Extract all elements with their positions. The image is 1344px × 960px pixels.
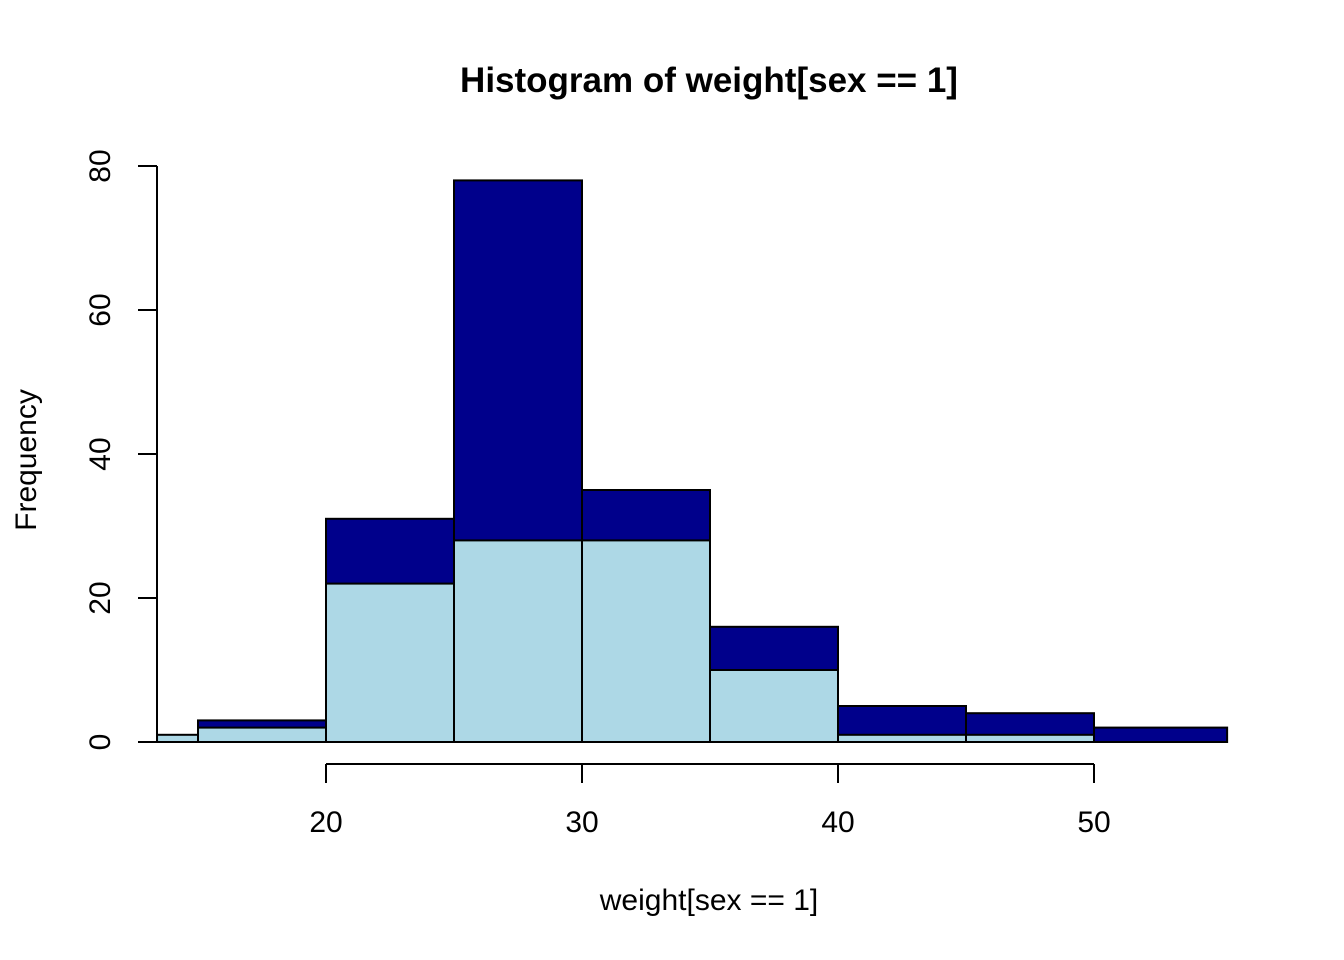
x-tick-label: 40 (821, 806, 854, 839)
x-axis: 20 30 40 50 (309, 763, 1111, 839)
bar-series2-bin4 (453, 539, 583, 744)
y-axis-label: Frequency (10, 389, 43, 531)
x-tick-label: 50 (1077, 806, 1110, 839)
x-axis-label: weight[sex == 1] (599, 884, 818, 917)
bar-series2-bin1 (156, 733, 199, 743)
bar-series2-bin8 (965, 733, 1095, 743)
bar-series2-bin7 (837, 733, 967, 743)
bar-series2-bin6 (709, 669, 839, 743)
x-tick-label: 30 (565, 806, 598, 839)
y-tick-label: 40 (84, 437, 117, 470)
chart-title: Histogram of weight[sex == 1] (460, 61, 958, 100)
y-axis: 0 20 40 60 80 (84, 149, 158, 751)
y-tick-label: 0 (84, 734, 117, 751)
bar-series2-bin2 (197, 726, 327, 743)
y-tick-label: 20 (84, 581, 117, 614)
y-tick-label: 80 (84, 149, 117, 182)
x-tick-label: 20 (309, 806, 342, 839)
bar-series2-bin3 (325, 582, 455, 743)
bars-group (156, 179, 1229, 744)
y-tick-label: 60 (84, 293, 117, 326)
bar-series2-bin5 (581, 539, 711, 744)
bar-series1-bin9 (1093, 726, 1229, 743)
